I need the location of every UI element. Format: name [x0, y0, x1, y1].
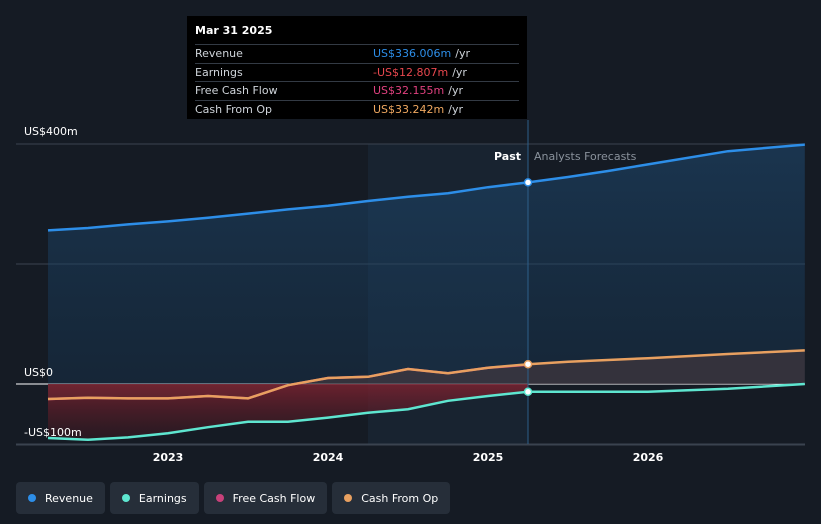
tooltip-label: Free Cash Flow [195, 84, 278, 97]
legend-revenue[interactable]: Revenue [16, 482, 105, 514]
y-label-top: US$400m [24, 125, 78, 138]
x-tick-label: 2026 [633, 451, 664, 464]
earnings-marker [523, 387, 533, 397]
cash-from-op-marker [523, 359, 533, 369]
revenue-dot-icon [28, 494, 36, 502]
tooltip: Mar 31 2025 Revenue US$336.006m /yr Earn… [187, 16, 527, 119]
tooltip-unit: /yr [448, 102, 463, 116]
tooltip-label: Cash From Op [195, 102, 273, 116]
legend-label: Earnings [138, 491, 187, 505]
tooltip-label: Revenue [195, 47, 243, 60]
earnings-dot-icon [121, 494, 130, 502]
earnings-line [47, 382, 805, 442]
tooltip-date: Mar 31 2025 [195, 24, 273, 37]
tooltip-row-revenue: Revenue US$336.006m /yr [195, 44, 519, 63]
tooltip-value: US$33.242m [373, 102, 445, 116]
legend: Revenue Earnings Free Cash Flow Cash Fro… [16, 482, 451, 514]
tooltip-unit: /yr [455, 47, 470, 60]
cash-from-op-dot-icon [344, 494, 353, 502]
legend-label: Free Cash Flow [232, 491, 316, 505]
revenue-marker [523, 178, 533, 187]
x-tick-label: 2025 [473, 451, 504, 464]
tooltip-value: US$32.155m [373, 84, 445, 97]
legend-label: Revenue [45, 491, 93, 505]
tooltip-row-fcf: Free Cash Flow US$32.155m /yr [195, 81, 519, 100]
tooltip-row-earnings: Earnings -US$12.807m /yr [195, 62, 519, 82]
forecast-label: Analysts Forecasts [534, 150, 637, 163]
tooltip-value: -US$12.807m [373, 65, 449, 79]
x-tick-label: 2024 [313, 451, 344, 464]
legend-cash-from-op[interactable]: Cash From Op [332, 482, 451, 514]
tooltip-unit: /yr [452, 65, 467, 79]
revenue-line [47, 143, 805, 232]
tooltip-unit: /yr [448, 84, 463, 97]
cash-from-op-line [47, 349, 805, 401]
legend-free-cash-flow[interactable]: Free Cash Flow [203, 482, 328, 514]
revenue-area [48, 144, 805, 384]
tooltip-value: US$336.006m [373, 47, 452, 60]
tooltip-row-cfo: Cash From Op US$33.242m /yr [195, 99, 519, 119]
past-label: Past [494, 150, 521, 163]
y-label-bottom: -US$100m [24, 426, 82, 439]
legend-label: Cash From Op [361, 491, 439, 505]
x-tick-label: 2023 [153, 451, 184, 464]
legend-earnings[interactable]: Earnings [109, 482, 199, 514]
tooltip-label: Earnings [195, 65, 243, 79]
free-cash-flow-dot-icon [215, 494, 224, 502]
y-label-zero: US$0 [24, 366, 54, 379]
